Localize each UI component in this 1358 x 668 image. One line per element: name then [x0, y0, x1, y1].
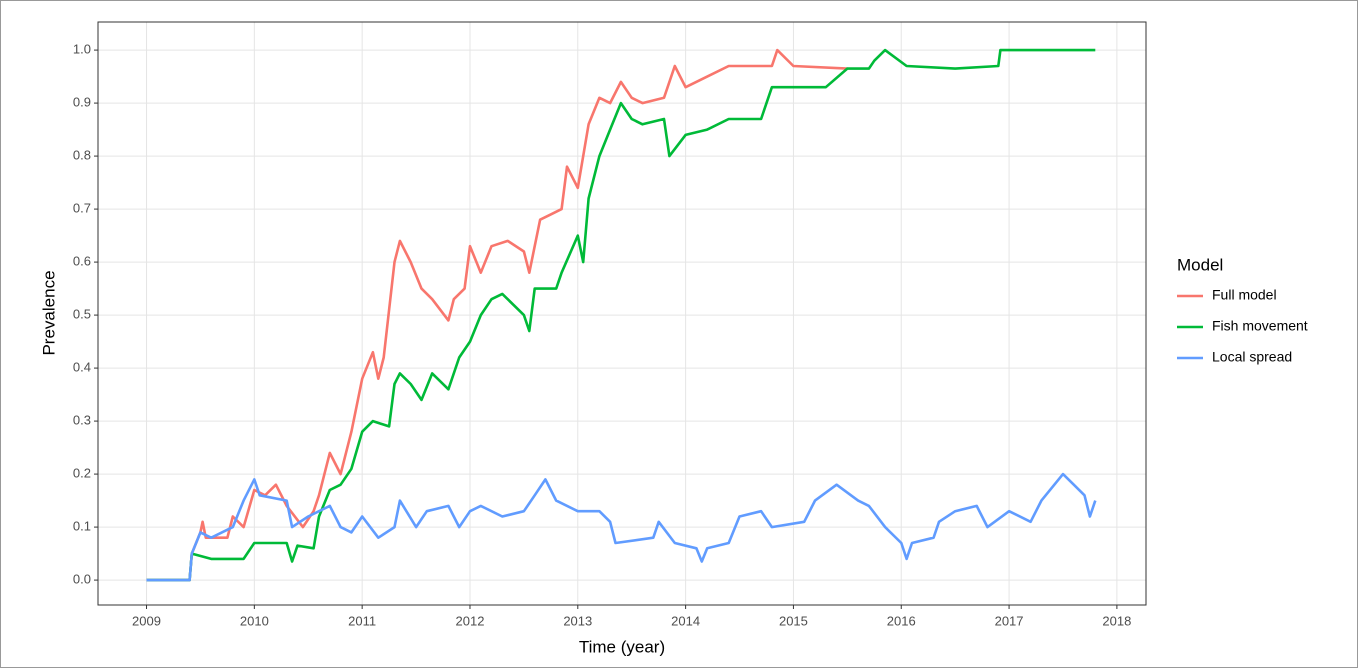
legend-label: Full model: [1212, 287, 1277, 303]
x-tick-label: 2014: [671, 613, 700, 628]
x-tick-label: 2009: [132, 613, 161, 628]
y-tick-label: 0.8: [73, 148, 91, 163]
x-tick-label: 2016: [887, 613, 916, 628]
y-tick-label: 0.4: [73, 360, 91, 375]
y-tick-label: 0.3: [73, 413, 91, 428]
y-tick-label: 0.0: [73, 572, 91, 587]
legend-title: Model: [1177, 255, 1223, 274]
y-tick-label: 0.9: [73, 95, 91, 110]
plot-border: [97, 21, 1147, 606]
y-tick-label: 0.5: [73, 307, 91, 322]
x-tick-label: 2017: [995, 613, 1024, 628]
y-tick-label: 0.1: [73, 519, 91, 534]
x-tick-label: 2011: [348, 613, 376, 628]
y-tick-label: 1.0: [73, 42, 91, 57]
x-axis-title: Time (year): [579, 637, 665, 656]
legend-label: Local spread: [1212, 349, 1292, 365]
x-tick-label: 2015: [779, 613, 808, 628]
legend-label: Fish movement: [1212, 318, 1308, 334]
y-axis-title: Prevalence: [39, 270, 58, 355]
x-tick-label: 2010: [240, 613, 269, 628]
x-tick-label: 2012: [456, 613, 485, 628]
series-line: [146, 48, 1096, 582]
series-line: [146, 472, 1097, 582]
y-tick-label: 0.2: [73, 466, 91, 481]
y-tick-label: 0.7: [73, 201, 91, 216]
y-tick-label: 0.6: [73, 254, 91, 269]
x-tick-label: 2018: [1102, 613, 1131, 628]
x-tick-label: 2013: [563, 613, 592, 628]
